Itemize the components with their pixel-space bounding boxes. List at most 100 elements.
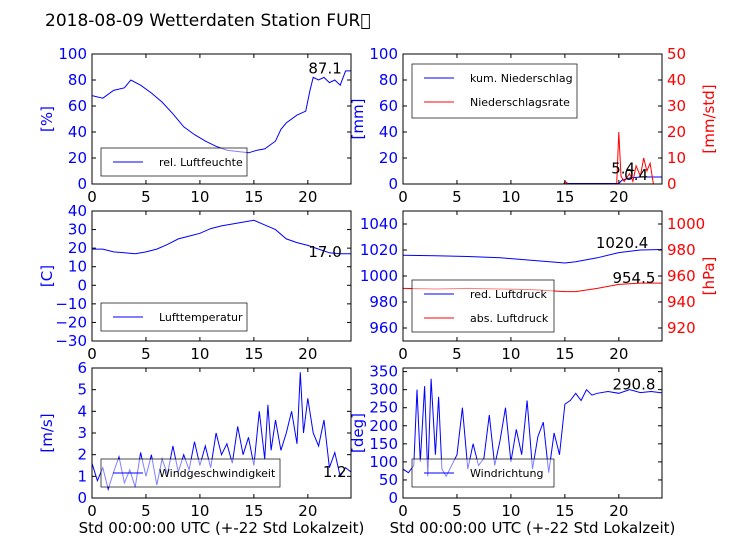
y-tick-label: −10 xyxy=(55,295,87,313)
x-tick-label: 15 xyxy=(244,345,263,363)
y2-tick-label: 920 xyxy=(667,319,696,337)
y-tick-label: 100 xyxy=(58,45,87,63)
x-tick-label: 10 xyxy=(190,345,209,363)
series-line-temperature-0 xyxy=(92,219,351,255)
panel-temperature: 0 5 10 15 20−30−20−10010203040[C]Lufttempera… xyxy=(38,202,352,363)
x-tick-label: 0 xyxy=(398,345,408,363)
x-tick-label: 5 xyxy=(141,502,151,520)
y-tick-label: −30 xyxy=(55,332,87,350)
y-tick-label: 200 xyxy=(369,417,398,435)
x-tick-label: 5 xyxy=(452,188,462,206)
y-tick-label: 1 xyxy=(77,467,87,485)
y-tick-label: 150 xyxy=(369,435,398,453)
y-tick-label: 300 xyxy=(369,381,398,399)
x-tick-label: 10 xyxy=(501,345,520,363)
value-annotation: 1.2 xyxy=(323,463,347,481)
plot-frame xyxy=(91,53,352,185)
x-tick-label: 20 xyxy=(609,188,628,206)
legend-label: kum. Niederschlag xyxy=(470,72,573,85)
legend-box xyxy=(411,63,578,119)
y-tick-label: 2 xyxy=(77,446,87,464)
y-tick-label: 1040 xyxy=(360,215,398,233)
x-tick-label: 5 xyxy=(452,502,462,520)
y2-tick-label: 0 xyxy=(667,175,677,193)
plot-frame xyxy=(402,53,663,185)
y-tick-label: 10 xyxy=(68,258,87,276)
y-tick-label: 0 xyxy=(388,489,398,507)
x-tick-label: 15 xyxy=(244,502,263,520)
y-tick-label: 100 xyxy=(369,45,398,63)
y-tick-label: 960 xyxy=(369,319,398,337)
y-tick-label: 0 xyxy=(388,175,398,193)
y2-tick-label: 10 xyxy=(667,149,686,167)
x-tick-label: 20 xyxy=(298,188,317,206)
x-tick-label: 20 xyxy=(609,502,628,520)
y2-axis-label: [hPa] xyxy=(700,257,718,296)
y-axis-label: [mm] xyxy=(349,99,367,140)
plot-frame xyxy=(402,367,663,499)
y-tick-label: 4 xyxy=(77,402,87,420)
x-tick-label: 15 xyxy=(244,188,263,206)
y-tick-label: 20 xyxy=(68,239,87,257)
legend-box xyxy=(411,279,555,333)
y2-tick-label: 1000 xyxy=(667,215,705,233)
y2-tick-label: 50 xyxy=(667,45,686,63)
value-annotation: 1020.4 xyxy=(596,234,649,252)
y-tick-label: 40 xyxy=(379,123,398,141)
value-annotation: 0.4 xyxy=(624,166,648,184)
y-tick-label: 20 xyxy=(379,149,398,167)
x-tick-label: 0 xyxy=(87,345,97,363)
value-annotation: 5.4 xyxy=(611,159,635,177)
value-annotation: 87.1 xyxy=(308,59,341,77)
value-annotation: 290.8 xyxy=(612,375,655,393)
series-line-winddirection-0 xyxy=(403,378,662,478)
legend-label: Niederschlagsrate xyxy=(470,96,570,109)
x-tick-label: 5 xyxy=(141,345,151,363)
y2-tick-label: 30 xyxy=(667,97,686,115)
y2-tick-label: 40 xyxy=(667,71,686,89)
y-tick-label: 60 xyxy=(68,97,87,115)
x-tick-label: 20 xyxy=(609,345,628,363)
legend-label: Lufttemperatur xyxy=(159,311,243,324)
x-tick-label: 20 xyxy=(298,502,317,520)
y-tick-label: 0 xyxy=(77,175,87,193)
series-line-humidity-0 xyxy=(92,70,351,154)
legend-label: Windgeschwindigkeit xyxy=(159,467,276,480)
y-tick-label: 20 xyxy=(68,149,87,167)
y2-tick-label: 20 xyxy=(667,123,686,141)
panel-pressure: 0 5 10 15 20 960 980 1000 1020 1040 920 940 960 980 10… xyxy=(360,210,718,363)
y-tick-label: −20 xyxy=(55,313,87,331)
y-axis-label: [deg] xyxy=(349,413,367,453)
y-tick-label: 60 xyxy=(379,97,398,115)
legend-label: Windrichtung xyxy=(470,467,543,480)
y2-tick-label: 960 xyxy=(667,267,696,285)
y-tick-label: 0 xyxy=(77,489,87,507)
x-tick-label: 0 xyxy=(87,188,97,206)
x-tick-label: 15 xyxy=(555,502,574,520)
y-tick-label: 5 xyxy=(77,381,87,399)
x-tick-label: 5 xyxy=(141,188,151,206)
y-tick-label: 50 xyxy=(379,471,398,489)
x-tick-label: 15 xyxy=(555,188,574,206)
y-tick-label: 40 xyxy=(68,123,87,141)
x-tick-label: 10 xyxy=(501,188,520,206)
x-tick-label: 10 xyxy=(501,502,520,520)
y-tick-label: 250 xyxy=(369,399,398,417)
x-tick-label: 15 xyxy=(555,345,574,363)
legend-label: rel. Luftfeuchte xyxy=(159,156,243,169)
value-annotation: 954.5 xyxy=(612,269,655,287)
x-tick-label: 0 xyxy=(87,502,97,520)
legend-label: abs. Luftdruck xyxy=(470,312,549,325)
y-tick-label: 980 xyxy=(369,293,398,311)
panel-precipitation: 0 5 10 15 20 0 20 40 60 80 100 0 10 20 30 40 50 [mm] [mm/s… xyxy=(349,45,718,206)
panel-humidity: 0 5 10 15 20 0 20 40 60 80 100 [%] rel. Luftfeuchte 8… xyxy=(38,45,352,206)
y-tick-label: 40 xyxy=(68,202,87,220)
x-axis-label: Std 00:00:00 UTC (+-22 Std Lokalzeit) xyxy=(390,519,676,537)
y-tick-label: 80 xyxy=(379,71,398,89)
y-tick-label: 6 xyxy=(77,359,87,377)
x-tick-label: 5 xyxy=(452,345,462,363)
x-axis-label: Std 00:00:00 UTC (+-22 Std Lokalzeit) xyxy=(79,519,365,537)
